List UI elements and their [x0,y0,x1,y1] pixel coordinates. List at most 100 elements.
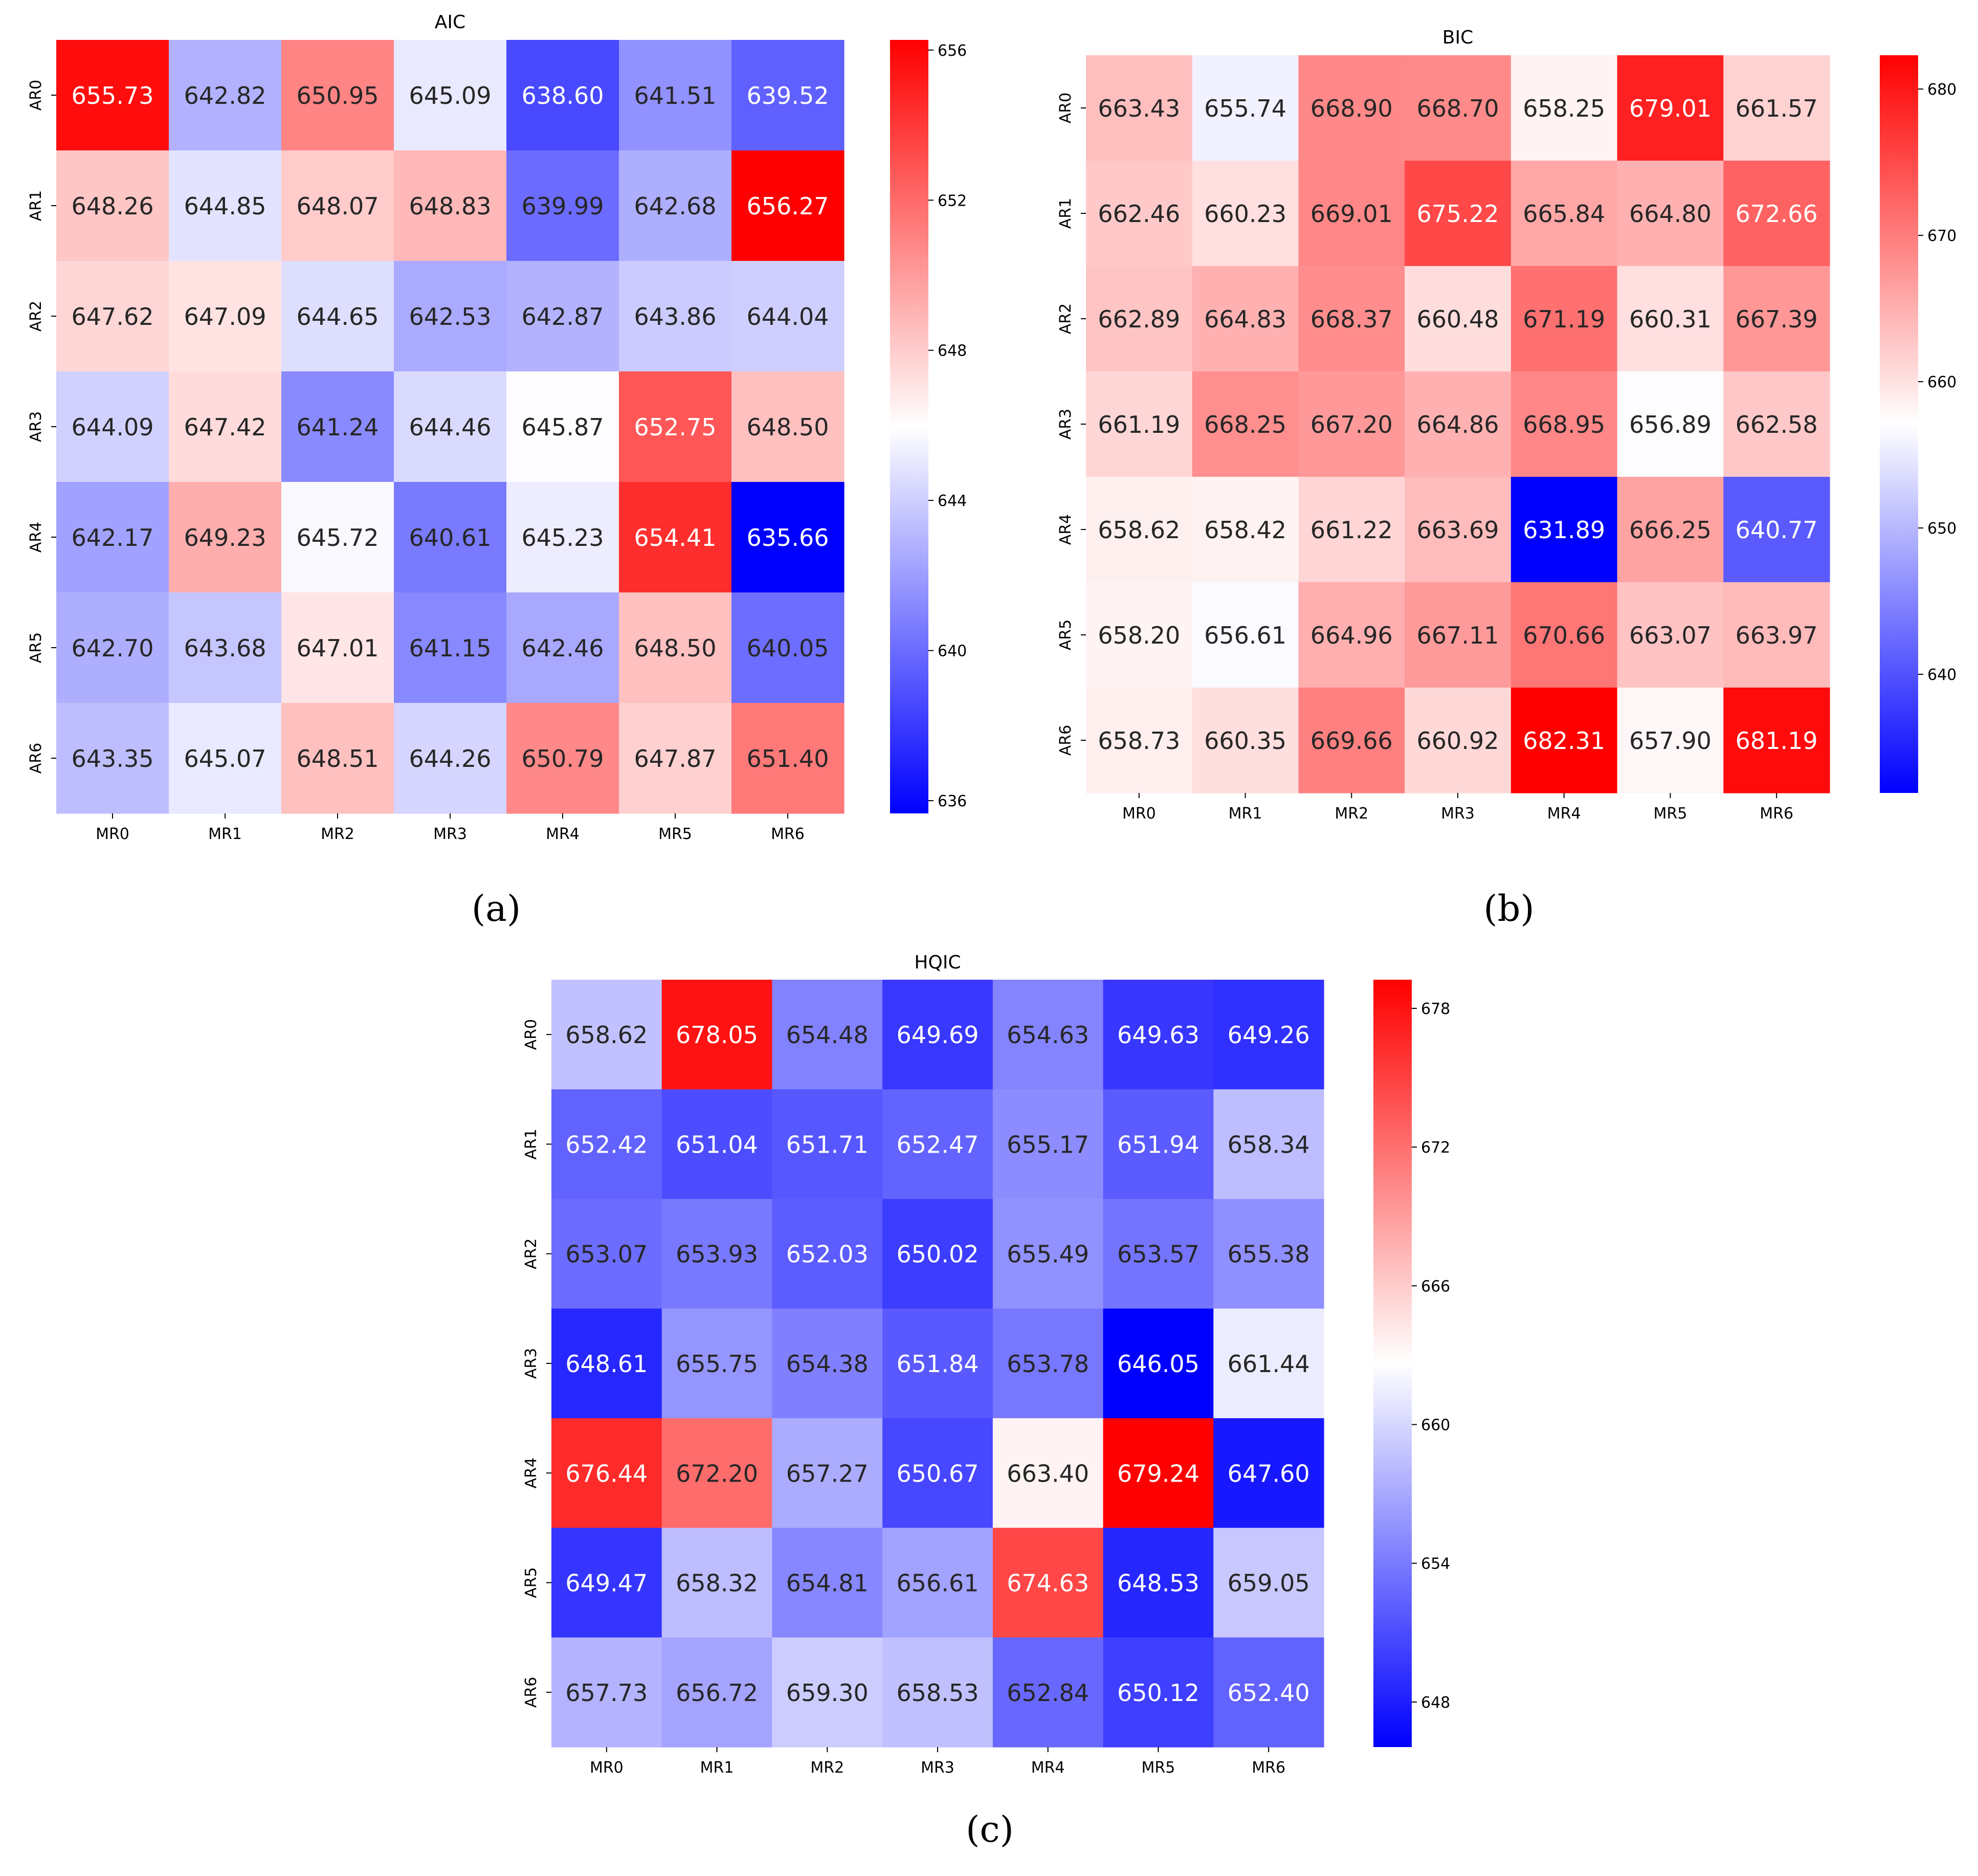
heatmap-cell [619,261,732,372]
heatmap-cell [394,592,507,703]
heatmap-cell [56,40,169,151]
cell-value-label: 676.44 [565,1460,648,1487]
cell-value-label: 667.39 [1736,305,1818,333]
cell-value-label: 644.09 [72,413,154,441]
heatmap-cell [281,703,394,814]
heatmap-cell [992,1637,1104,1748]
cell-value-label: 652.47 [897,1131,979,1158]
cell-value-label: 678.05 [676,1021,758,1049]
y-tick-label: AR2 [522,1238,540,1269]
cell-value-label: 645.09 [409,82,492,109]
cell-value-label: 679.01 [1629,95,1712,122]
colorbar-tick-label: 648 [938,342,967,360]
cell-value-label: 659.30 [786,1679,869,1707]
y-tick-label: AR1 [522,1129,540,1159]
cell-value-label: 649.26 [1228,1021,1310,1049]
cell-value-label: 655.75 [676,1350,758,1378]
cell-value-label: 654.81 [786,1570,869,1597]
x-tick-label: MR0 [1122,805,1156,823]
cell-value-label: 656.72 [676,1679,758,1707]
colorbar-tick-label: 660 [1421,1417,1450,1434]
heatmap-cell [1298,371,1405,477]
cell-value-label: 648.07 [297,192,379,220]
heatmap-cell [1103,1089,1214,1200]
heatmap-cell [281,482,394,593]
cell-value-label: 659.05 [1228,1570,1310,1597]
x-tick-label: MR1 [208,825,242,843]
heatmap-cell [1213,1637,1324,1748]
cell-value-label: 648.51 [297,745,379,773]
cell-value-label: 663.69 [1417,516,1499,544]
heatmap-cell [1405,161,1512,267]
cell-value-label: 651.71 [786,1131,869,1158]
cell-value-label: 650.02 [897,1241,979,1268]
heatmap-cell [506,371,619,482]
heatmap-cell [1405,582,1512,688]
cell-value-label: 642.53 [409,303,492,330]
cell-value-label: 661.57 [1736,95,1818,122]
heatmap-cell [992,1308,1104,1419]
cell-value-label: 679.24 [1117,1460,1199,1487]
heatmap-cell [1086,582,1193,688]
heatmap-cell [772,1637,883,1748]
colorbar [1373,980,1412,1747]
cell-value-label: 663.07 [1629,622,1712,649]
heatmap-cell [1405,55,1512,161]
cell-value-label: 669.66 [1310,727,1393,755]
cell-value-label: 641.51 [634,82,717,109]
x-tick-label: MR6 [771,825,805,843]
heatmap-cell [394,150,507,261]
cell-value-label: 651.84 [897,1350,979,1378]
chart-title: HQIC [914,952,961,973]
y-tick-label: AR4 [27,522,45,553]
x-tick-label: MR1 [1229,805,1262,823]
colorbar-tick-label: 654 [1421,1555,1450,1573]
y-tick-label: AR3 [1057,409,1075,439]
cell-value-label: 640.05 [747,634,829,662]
heatmap-cell [731,371,844,482]
cell-value-label: 663.97 [1736,622,1818,649]
colorbar-tick-label: 666 [1421,1277,1450,1295]
cell-value-label: 644.65 [297,303,379,330]
x-tick-label: MR3 [1441,805,1475,823]
heatmap-cell [992,1199,1104,1309]
cell-value-label: 638.60 [522,82,604,109]
heatmap-cell [1298,582,1405,688]
heatmap-cell [56,592,169,703]
heatmap-cell [1086,161,1193,267]
cell-value-label: 651.04 [676,1131,758,1158]
x-tick-label: MR2 [321,825,354,843]
cell-value-label: 644.26 [409,745,492,773]
cell-value-label: 672.66 [1736,200,1818,228]
heatmap-cell [506,703,619,814]
heatmap-cell [1617,266,1724,372]
cell-value-label: 648.50 [747,413,829,441]
heatmap-panel-a: AIC 655.73 642.82 650.95 645.09 638.60 641.51 6… [27,12,967,930]
heatmap-cell [772,1199,883,1309]
cell-value-label: 658.73 [1098,727,1180,755]
heatmap-cell [1213,1418,1324,1529]
cell-value-label: 660.92 [1417,727,1499,755]
cell-value-label: 682.31 [1523,727,1605,755]
heatmap-cell [1617,688,1724,793]
cell-value-label: 661.22 [1310,516,1393,544]
cell-value-label: 647.87 [634,745,717,773]
cell-value-label: 641.15 [409,634,492,662]
heatmap-cell [1617,161,1724,267]
heatmap-cell [882,1637,993,1748]
cell-value-label: 654.63 [1007,1021,1089,1049]
heatmap-cell [1510,371,1618,477]
heatmap-cell [56,261,169,372]
heatmap-cell [281,40,394,151]
cell-value-label: 649.47 [565,1570,648,1597]
heatmap-cell [619,40,732,151]
cell-value-label: 667.11 [1417,622,1499,649]
heatmap-cell [506,40,619,151]
heatmap-cell [1617,477,1724,583]
x-tick-label: MR0 [96,825,129,843]
heatmap-cell [661,1089,773,1200]
heatmap-cell [506,261,619,372]
heatmap-cell [1103,1637,1214,1748]
heatmap-cell [394,371,507,482]
chart-title: BIC [1442,27,1473,48]
